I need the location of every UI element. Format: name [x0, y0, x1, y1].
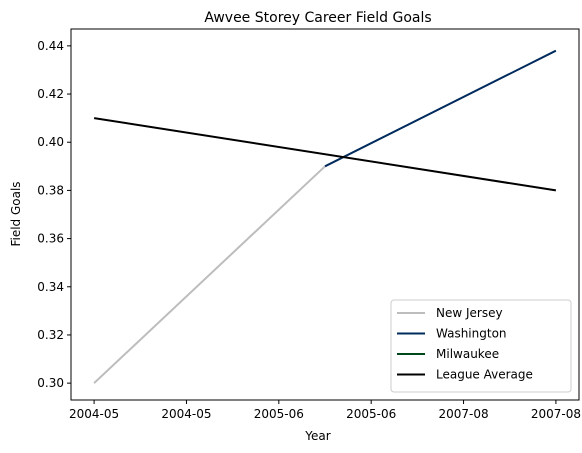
legend-entry: Milwaukee — [436, 347, 499, 361]
x-tick-label: 2004-05 — [69, 407, 119, 421]
y-axis: 0.30 0.32 0.34 0.36 0.38 0.40 0.42 0.44 — [37, 39, 71, 390]
chart-title: Awvee Storey Career Field Goals — [204, 10, 431, 26]
y-tick-label: 0.44 — [37, 39, 64, 53]
series-line-washington — [325, 51, 556, 167]
legend-entry: League Average — [436, 368, 533, 382]
x-tick-label: 2007-08 — [438, 407, 488, 421]
legend-entry: New Jersey — [436, 306, 503, 320]
x-tick-label: 2004-05 — [161, 407, 211, 421]
legend-entry: Washington — [436, 327, 507, 341]
y-tick-label: 0.32 — [37, 328, 64, 342]
y-tick-label: 0.34 — [37, 280, 64, 294]
x-tick-label: 2007-08 — [531, 407, 581, 421]
y-tick-label: 0.42 — [37, 87, 64, 101]
y-tick-label: 0.40 — [37, 135, 64, 149]
y-tick-label: 0.36 — [37, 232, 64, 246]
x-tick-label: 2005-06 — [254, 407, 304, 421]
series-line-new-jersey — [94, 166, 325, 383]
y-axis-label: Field Goals — [9, 181, 23, 246]
legend: New Jersey Washington Milwaukee League Aver… — [391, 300, 571, 392]
x-tick-label: 2005-06 — [346, 407, 396, 421]
x-axis: 2004-05 2004-05 2005-06 2005-06 2007-08 2007-… — [69, 400, 581, 421]
series-line-league-average — [94, 118, 556, 190]
x-axis-label: Year — [304, 429, 330, 443]
y-tick-label: 0.38 — [37, 183, 64, 197]
y-tick-label: 0.30 — [37, 376, 64, 390]
